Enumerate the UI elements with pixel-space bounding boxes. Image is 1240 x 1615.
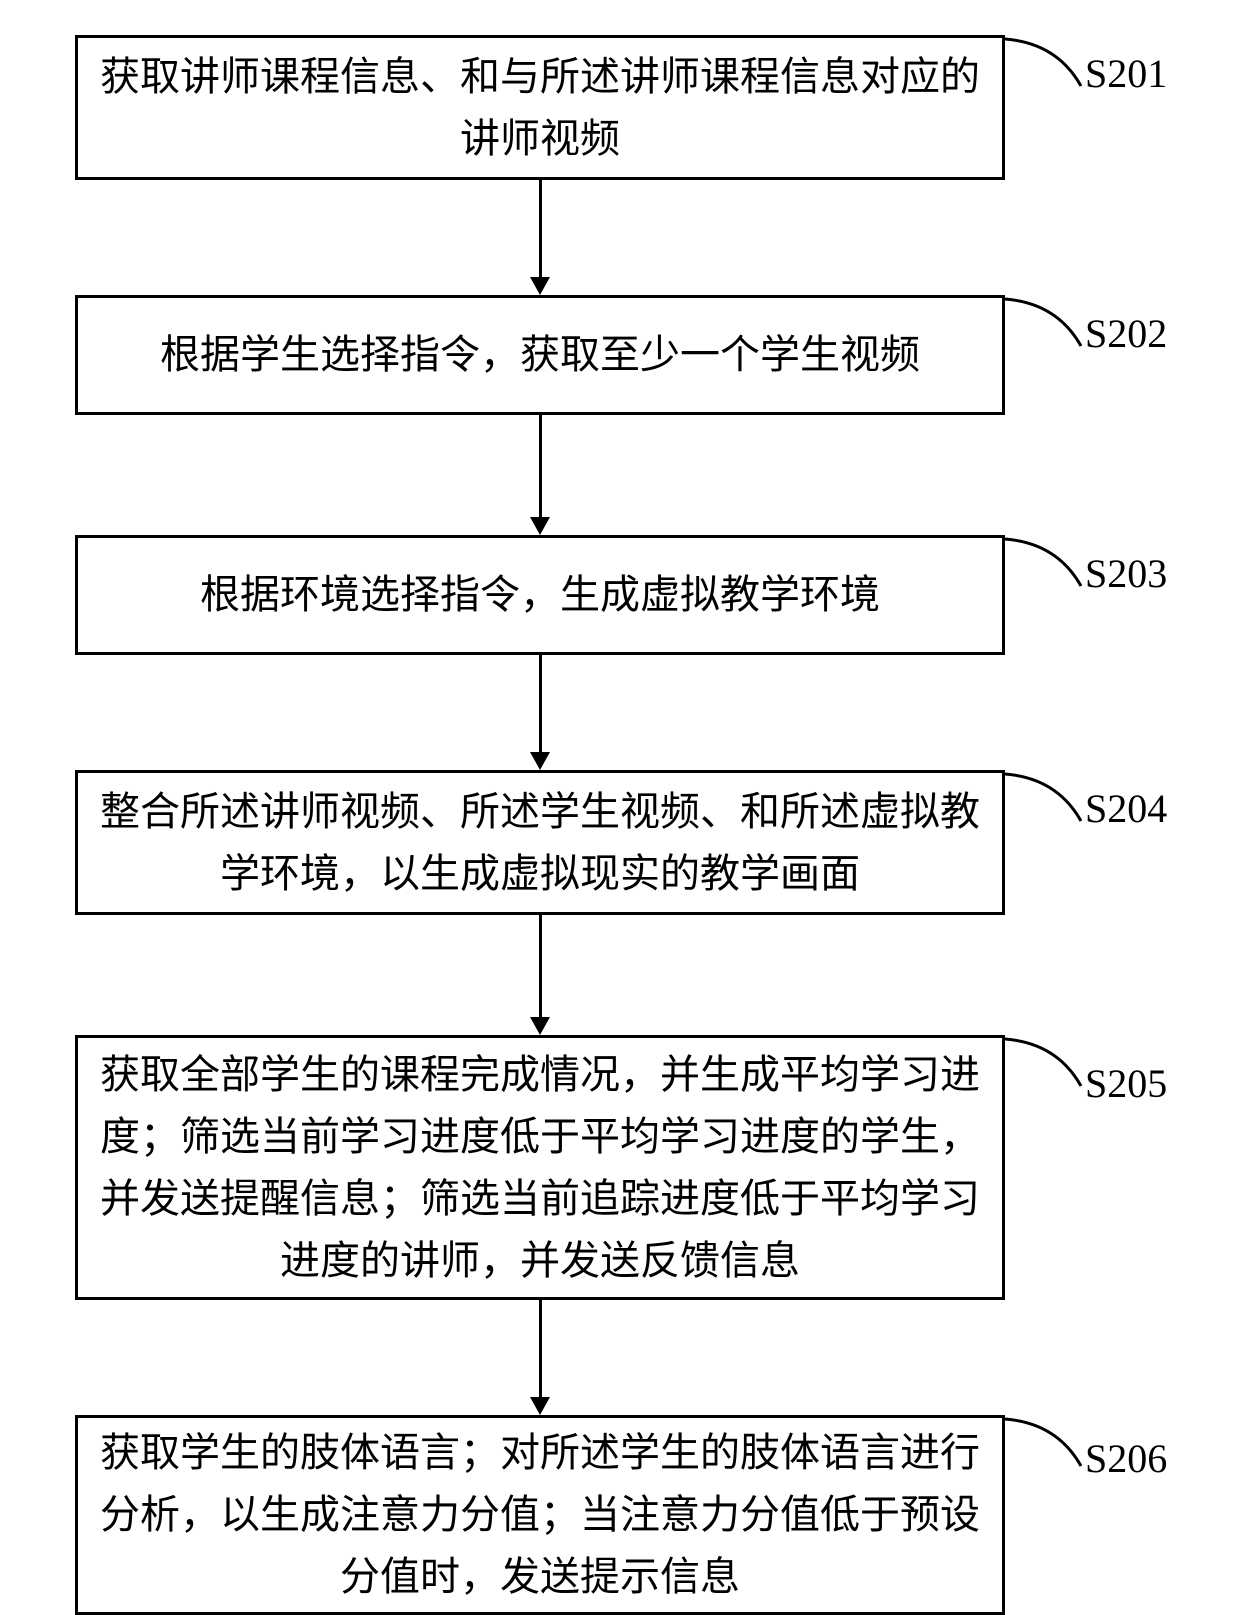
flow-step-s205: 获取全部学生的课程完成情况，并生成平均学习进度；筛选当前学习进度低于平均学习进度… <box>75 1035 1005 1300</box>
label-connector-s202 <box>1005 295 1085 350</box>
flow-step-label-s202: S202 <box>1085 310 1167 357</box>
label-connector-s204 <box>1005 770 1085 825</box>
flow-step-s206: 获取学生的肢体语言；对所述学生的肢体语言进行分析，以生成注意力分值；当注意力分值… <box>75 1415 1005 1615</box>
flow-step-label-s201: S201 <box>1085 50 1167 97</box>
label-connector-s203 <box>1005 535 1085 590</box>
flow-arrow-head-5 <box>530 1397 550 1415</box>
flow-arrow-line-5 <box>539 1300 542 1397</box>
flowchart-canvas: 获取讲师课程信息、和与所述讲师课程信息对应的讲师视频 S201 根据学生选择指令，获… <box>0 0 1240 1611</box>
label-connector-s205 <box>1005 1035 1085 1090</box>
flow-arrow-head-4 <box>530 1017 550 1035</box>
flow-step-label-s205: S205 <box>1085 1060 1167 1107</box>
flow-step-s204: 整合所述讲师视频、所述学生视频、和所述虚拟教学环境，以生成虚拟现实的教学画面 <box>75 770 1005 915</box>
flow-arrow-head-3 <box>530 752 550 770</box>
label-connector-s201 <box>1005 35 1085 90</box>
flow-step-label-s203: S203 <box>1085 550 1167 597</box>
flow-arrow-head-2 <box>530 517 550 535</box>
flow-step-s201: 获取讲师课程信息、和与所述讲师课程信息对应的讲师视频 <box>75 35 1005 180</box>
flow-arrow-line-4 <box>539 915 542 1017</box>
flow-step-text: 获取全部学生的课程完成情况，并生成平均学习进度；筛选当前学习进度低于平均学习进度… <box>98 1044 982 1292</box>
flow-step-label-s204: S204 <box>1085 785 1167 832</box>
flow-step-s202: 根据学生选择指令，获取至少一个学生视频 <box>75 295 1005 415</box>
flow-arrow-head-1 <box>530 277 550 295</box>
flow-step-text: 根据学生选择指令，获取至少一个学生视频 <box>160 324 920 386</box>
flow-arrow-line-1 <box>539 180 542 277</box>
label-connector-s206 <box>1005 1415 1085 1470</box>
flow-arrow-line-3 <box>539 655 542 752</box>
flow-step-text: 根据环境选择指令，生成虚拟教学环境 <box>200 564 880 626</box>
flow-step-label-s206: S206 <box>1085 1435 1167 1482</box>
flow-arrow-line-2 <box>539 415 542 517</box>
flow-step-text: 获取讲师课程信息、和与所述讲师课程信息对应的讲师视频 <box>98 46 982 170</box>
flow-step-text: 获取学生的肢体语言；对所述学生的肢体语言进行分析，以生成注意力分值；当注意力分值… <box>98 1422 982 1608</box>
flow-step-s203: 根据环境选择指令，生成虚拟教学环境 <box>75 535 1005 655</box>
flow-step-text: 整合所述讲师视频、所述学生视频、和所述虚拟教学环境，以生成虚拟现实的教学画面 <box>98 781 982 905</box>
